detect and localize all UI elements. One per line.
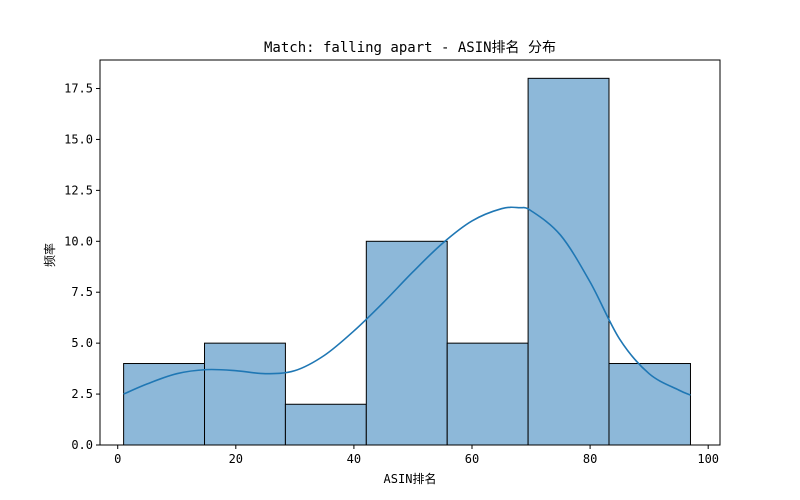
plot-frame (99, 59, 721, 446)
kde-curve (123, 206, 691, 396)
y-tick-label: 12.5 (64, 183, 93, 197)
x-tick-label: 100 (697, 452, 719, 466)
x-axis-label: ASIN排名 (384, 471, 437, 486)
histogram-bar (446, 342, 529, 446)
histogram-bar (608, 363, 691, 446)
y-tick-label: 5.0 (71, 336, 93, 350)
x-tick-label: 80 (583, 452, 597, 466)
histogram-bar (527, 77, 610, 446)
histogram-bar (123, 363, 206, 446)
histogram-bars (123, 77, 691, 446)
y-axis-ticks: 0.0 2.5 5.0 7.5 10.0 12.5 15.0 17.5 (64, 82, 100, 452)
x-tick-label: 60 (465, 452, 479, 466)
y-axis-label: 频率 (42, 243, 57, 267)
histogram-bar (284, 403, 367, 446)
x-tick-label: 40 (347, 452, 361, 466)
chart-title: Match: falling apart - ASIN排名 分布 (264, 40, 556, 56)
histogram-bar (204, 342, 286, 446)
y-tick-label: 0.0 (71, 438, 93, 452)
y-tick-label: 17.5 (64, 82, 93, 96)
y-tick-label: 2.5 (71, 387, 93, 401)
x-axis-ticks: 0 20 40 60 80 100 (114, 445, 719, 466)
histogram-bar (365, 240, 448, 446)
y-tick-label: 7.5 (71, 285, 93, 299)
y-tick-label: 10.0 (64, 234, 93, 248)
x-tick-label: 20 (229, 452, 243, 466)
y-tick-label: 15.0 (64, 132, 93, 146)
x-tick-label: 0 (114, 452, 121, 466)
